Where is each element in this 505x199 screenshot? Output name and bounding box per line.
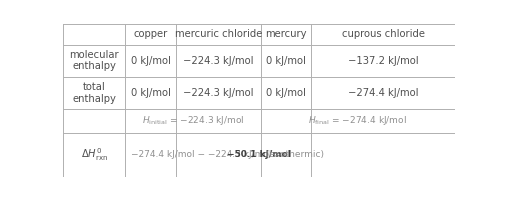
Text: −224.3 kJ/mol: −224.3 kJ/mol — [183, 56, 253, 66]
Text: −224.3 kJ/mol: −224.3 kJ/mol — [183, 88, 253, 98]
Text: mercury: mercury — [265, 29, 306, 39]
Text: −137.2 kJ/mol: −137.2 kJ/mol — [347, 56, 418, 66]
Text: −274.4 kJ/mol − −224.3 kJ/mol =: −274.4 kJ/mol − −224.3 kJ/mol = — [131, 150, 284, 159]
Text: 0 kJ/mol: 0 kJ/mol — [130, 56, 170, 66]
Text: 0 kJ/mol: 0 kJ/mol — [130, 88, 170, 98]
Text: cuprous chloride: cuprous chloride — [341, 29, 424, 39]
Text: mercuric chloride: mercuric chloride — [174, 29, 262, 39]
Text: 0 kJ/mol: 0 kJ/mol — [266, 88, 306, 98]
Text: total
enthalpy: total enthalpy — [72, 82, 116, 104]
Text: $\mathit{H}_\mathrm{initial}$ = −224.3 kJ/mol: $\mathit{H}_\mathrm{initial}$ = −224.3 k… — [141, 114, 244, 127]
Text: molecular
enthalpy: molecular enthalpy — [69, 50, 119, 71]
Text: 0 kJ/mol: 0 kJ/mol — [266, 56, 306, 66]
Text: $\Delta H^0_\mathrm{rxn}$: $\Delta H^0_\mathrm{rxn}$ — [80, 146, 108, 163]
Text: −274.4 kJ/mol: −274.4 kJ/mol — [347, 88, 418, 98]
Text: −50.1 kJ/mol: −50.1 kJ/mol — [227, 150, 290, 159]
Text: $\mathit{H}_\mathrm{final}$ = −274.4 kJ/mol: $\mathit{H}_\mathrm{final}$ = −274.4 kJ/… — [308, 114, 407, 127]
Text: copper: copper — [133, 29, 168, 39]
Text: (exothermic): (exothermic) — [263, 150, 324, 159]
